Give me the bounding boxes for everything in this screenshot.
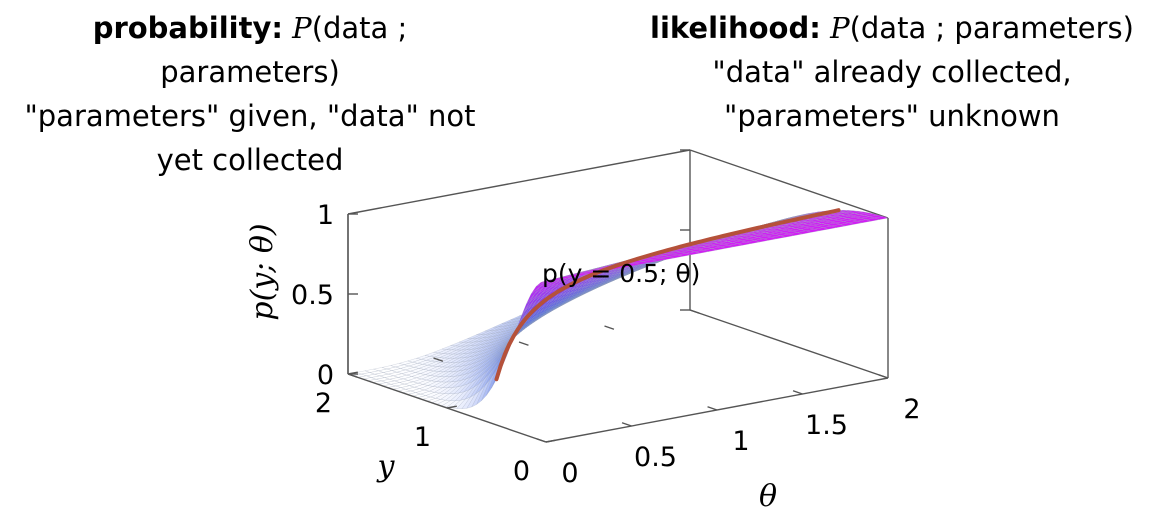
probability-p: P bbox=[292, 11, 312, 45]
highlight-curve-label: p(y = 0.5; θ) bbox=[542, 259, 700, 288]
x-tick-mark-back bbox=[604, 325, 615, 330]
back-edge bbox=[689, 309, 889, 379]
likelihood-description: "data" already collected, "parameters" u… bbox=[712, 55, 1072, 133]
y-tick-mark bbox=[446, 405, 457, 409]
x-tick-mark-back bbox=[689, 309, 700, 314]
likelihood-caption: likelihood: P(data ; parameters) "data" … bbox=[612, 6, 1172, 138]
probability-args: (data ; parameters) bbox=[160, 11, 408, 89]
y-tick-label: 1 bbox=[414, 422, 431, 453]
z-tick-label: 1 bbox=[317, 200, 334, 231]
probability-term: probability: bbox=[92, 11, 283, 45]
probability-title: probability: P(data ; parameters) bbox=[0, 6, 500, 94]
x-tick-mark-back bbox=[518, 341, 529, 346]
x-tick-mark bbox=[707, 406, 718, 411]
z-tick-label: 0.5 bbox=[291, 280, 334, 311]
probability-caption: probability: P(data ; parameters) "param… bbox=[0, 6, 500, 182]
x-tick-label: 2 bbox=[903, 394, 920, 425]
back-edge bbox=[347, 149, 691, 215]
y-tick-label: 2 bbox=[315, 388, 332, 419]
y-tick-label: 0 bbox=[513, 456, 530, 487]
back-edge bbox=[689, 149, 889, 219]
highlight-curve-layer bbox=[494, 208, 841, 382]
highlight-curve bbox=[494, 208, 841, 382]
z-tick-label: 0 bbox=[317, 360, 334, 391]
probability-description: "parameters" given, "data" not yet colle… bbox=[24, 99, 476, 177]
x-tick-label: 1.5 bbox=[805, 410, 848, 441]
likelihood-args: (data ; parameters) bbox=[849, 11, 1134, 45]
likelihood-term: likelihood: bbox=[650, 11, 821, 45]
x-tick-mark bbox=[792, 390, 803, 395]
x-tick-mark bbox=[878, 374, 889, 379]
x-tick-label: 1 bbox=[732, 426, 749, 457]
x-axis-label: θ bbox=[759, 479, 777, 514]
y-tick-mark bbox=[545, 439, 556, 443]
z-axis-label: p(y; θ) bbox=[245, 223, 280, 320]
x-tick-label: 0.5 bbox=[634, 442, 677, 473]
mesh-cell bbox=[874, 216, 889, 220]
likelihood-title: likelihood: P(data ; parameters) bbox=[612, 6, 1172, 50]
likelihood-p: P bbox=[830, 11, 850, 45]
x-tick-mark bbox=[621, 422, 632, 427]
x-tick-mark-back bbox=[433, 357, 444, 362]
front-frame bbox=[347, 214, 889, 443]
y-axis-label: y bbox=[376, 449, 396, 484]
x-tick-label: 0 bbox=[561, 458, 578, 489]
x-tick-mark bbox=[536, 438, 547, 443]
surface-mesh bbox=[347, 210, 889, 410]
